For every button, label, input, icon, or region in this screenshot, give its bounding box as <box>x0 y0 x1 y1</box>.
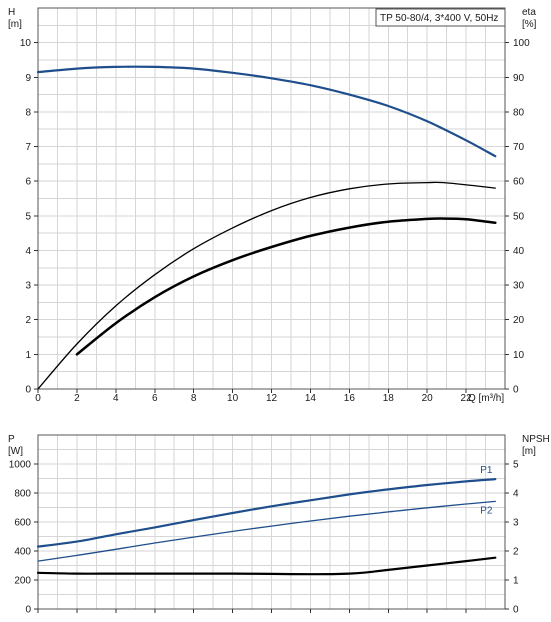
x-tick-label: 8 <box>191 393 197 404</box>
title-box <box>375 8 506 27</box>
x-tick-label: 10 <box>227 393 239 404</box>
x-tick-label: 22 <box>461 393 473 404</box>
x-tick-label: 20 <box>422 393 434 404</box>
y-right-axis-unit: [%] <box>522 19 537 30</box>
y-right-tick-label: 1 <box>513 576 519 587</box>
y-right-axis-unit: [m] <box>522 446 536 457</box>
y-left-tick-label: 2 <box>25 315 31 326</box>
x-tick-label: 6 <box>152 393 158 404</box>
y-right-tick-label: 30 <box>513 281 525 292</box>
y-right-tick-label: 90 <box>513 73 525 84</box>
y-right-tick-label: 20 <box>513 315 525 326</box>
y-left-tick-label: 3 <box>25 281 31 292</box>
y-right-tick-label: 60 <box>513 177 525 188</box>
y-left-tick-label: 400 <box>14 547 31 558</box>
x-axis-label: Q [m³/h] <box>468 393 504 404</box>
y-left-axis-unit: [m] <box>8 19 22 30</box>
series-line-0-0 <box>36 65 497 158</box>
y-left-tick-label: 8 <box>25 107 31 118</box>
series-line-1-2 <box>36 556 497 576</box>
series-line-1-1 <box>37 500 496 562</box>
y-right-tick-label: 3 <box>513 518 519 529</box>
series-line-1-0 <box>36 478 497 548</box>
x-tick-label: 12 <box>266 393 278 404</box>
series-line-0-1 <box>37 181 496 390</box>
x-tick-label: 0 <box>35 393 41 404</box>
y-left-tick-label: 200 <box>14 576 31 587</box>
y-left-tick-label: 0 <box>25 605 31 616</box>
y-left-tick-label: 1000 <box>9 460 32 471</box>
y-right-tick-label: 2 <box>513 547 519 558</box>
y-left-tick-label: 0 <box>25 385 31 396</box>
y-right-tick-label: 0 <box>513 605 519 616</box>
x-tick-label: 14 <box>305 393 317 404</box>
y-right-tick-label: 5 <box>513 460 519 471</box>
y-left-tick-label: 9 <box>25 73 31 84</box>
y-left-tick-label: 7 <box>25 142 31 153</box>
x-tick-label: 4 <box>113 393 119 404</box>
y-left-tick-label: 4 <box>25 246 31 257</box>
y-right-axis-label: eta <box>522 7 536 18</box>
series-label: P2 <box>480 505 493 516</box>
y-right-tick-label: 4 <box>513 489 519 500</box>
y-left-tick-label: 6 <box>25 177 31 188</box>
y-right-axis-label: NPSH <box>522 434 550 445</box>
y-right-tick-label: 10 <box>513 350 525 361</box>
y-left-tick-label: 600 <box>14 518 31 529</box>
series-label: P1 <box>480 465 493 476</box>
series-line-0-2 <box>75 217 497 356</box>
y-left-tick-label: 10 <box>20 38 32 49</box>
y-left-tick-label: 800 <box>14 489 31 500</box>
y-right-tick-label: 0 <box>513 385 519 396</box>
y-right-tick-label: 80 <box>513 107 525 118</box>
y-right-tick-label: 50 <box>513 211 525 222</box>
y-left-tick-label: 5 <box>25 211 31 222</box>
y-right-tick-label: 100 <box>513 38 530 49</box>
y-left-axis-label: P <box>8 434 15 445</box>
y-right-tick-label: 40 <box>513 246 525 257</box>
y-left-axis-unit: [W] <box>8 446 23 457</box>
x-tick-label: 16 <box>344 393 356 404</box>
y-left-tick-label: 1 <box>25 350 31 361</box>
x-tick-label: 18 <box>383 393 395 404</box>
y-left-axis-label: H <box>8 7 15 18</box>
chart-title: TP 50-80/4, 3*400 V, 50Hz <box>380 13 498 24</box>
x-tick-label: 2 <box>74 393 80 404</box>
y-right-tick-label: 70 <box>513 142 525 153</box>
